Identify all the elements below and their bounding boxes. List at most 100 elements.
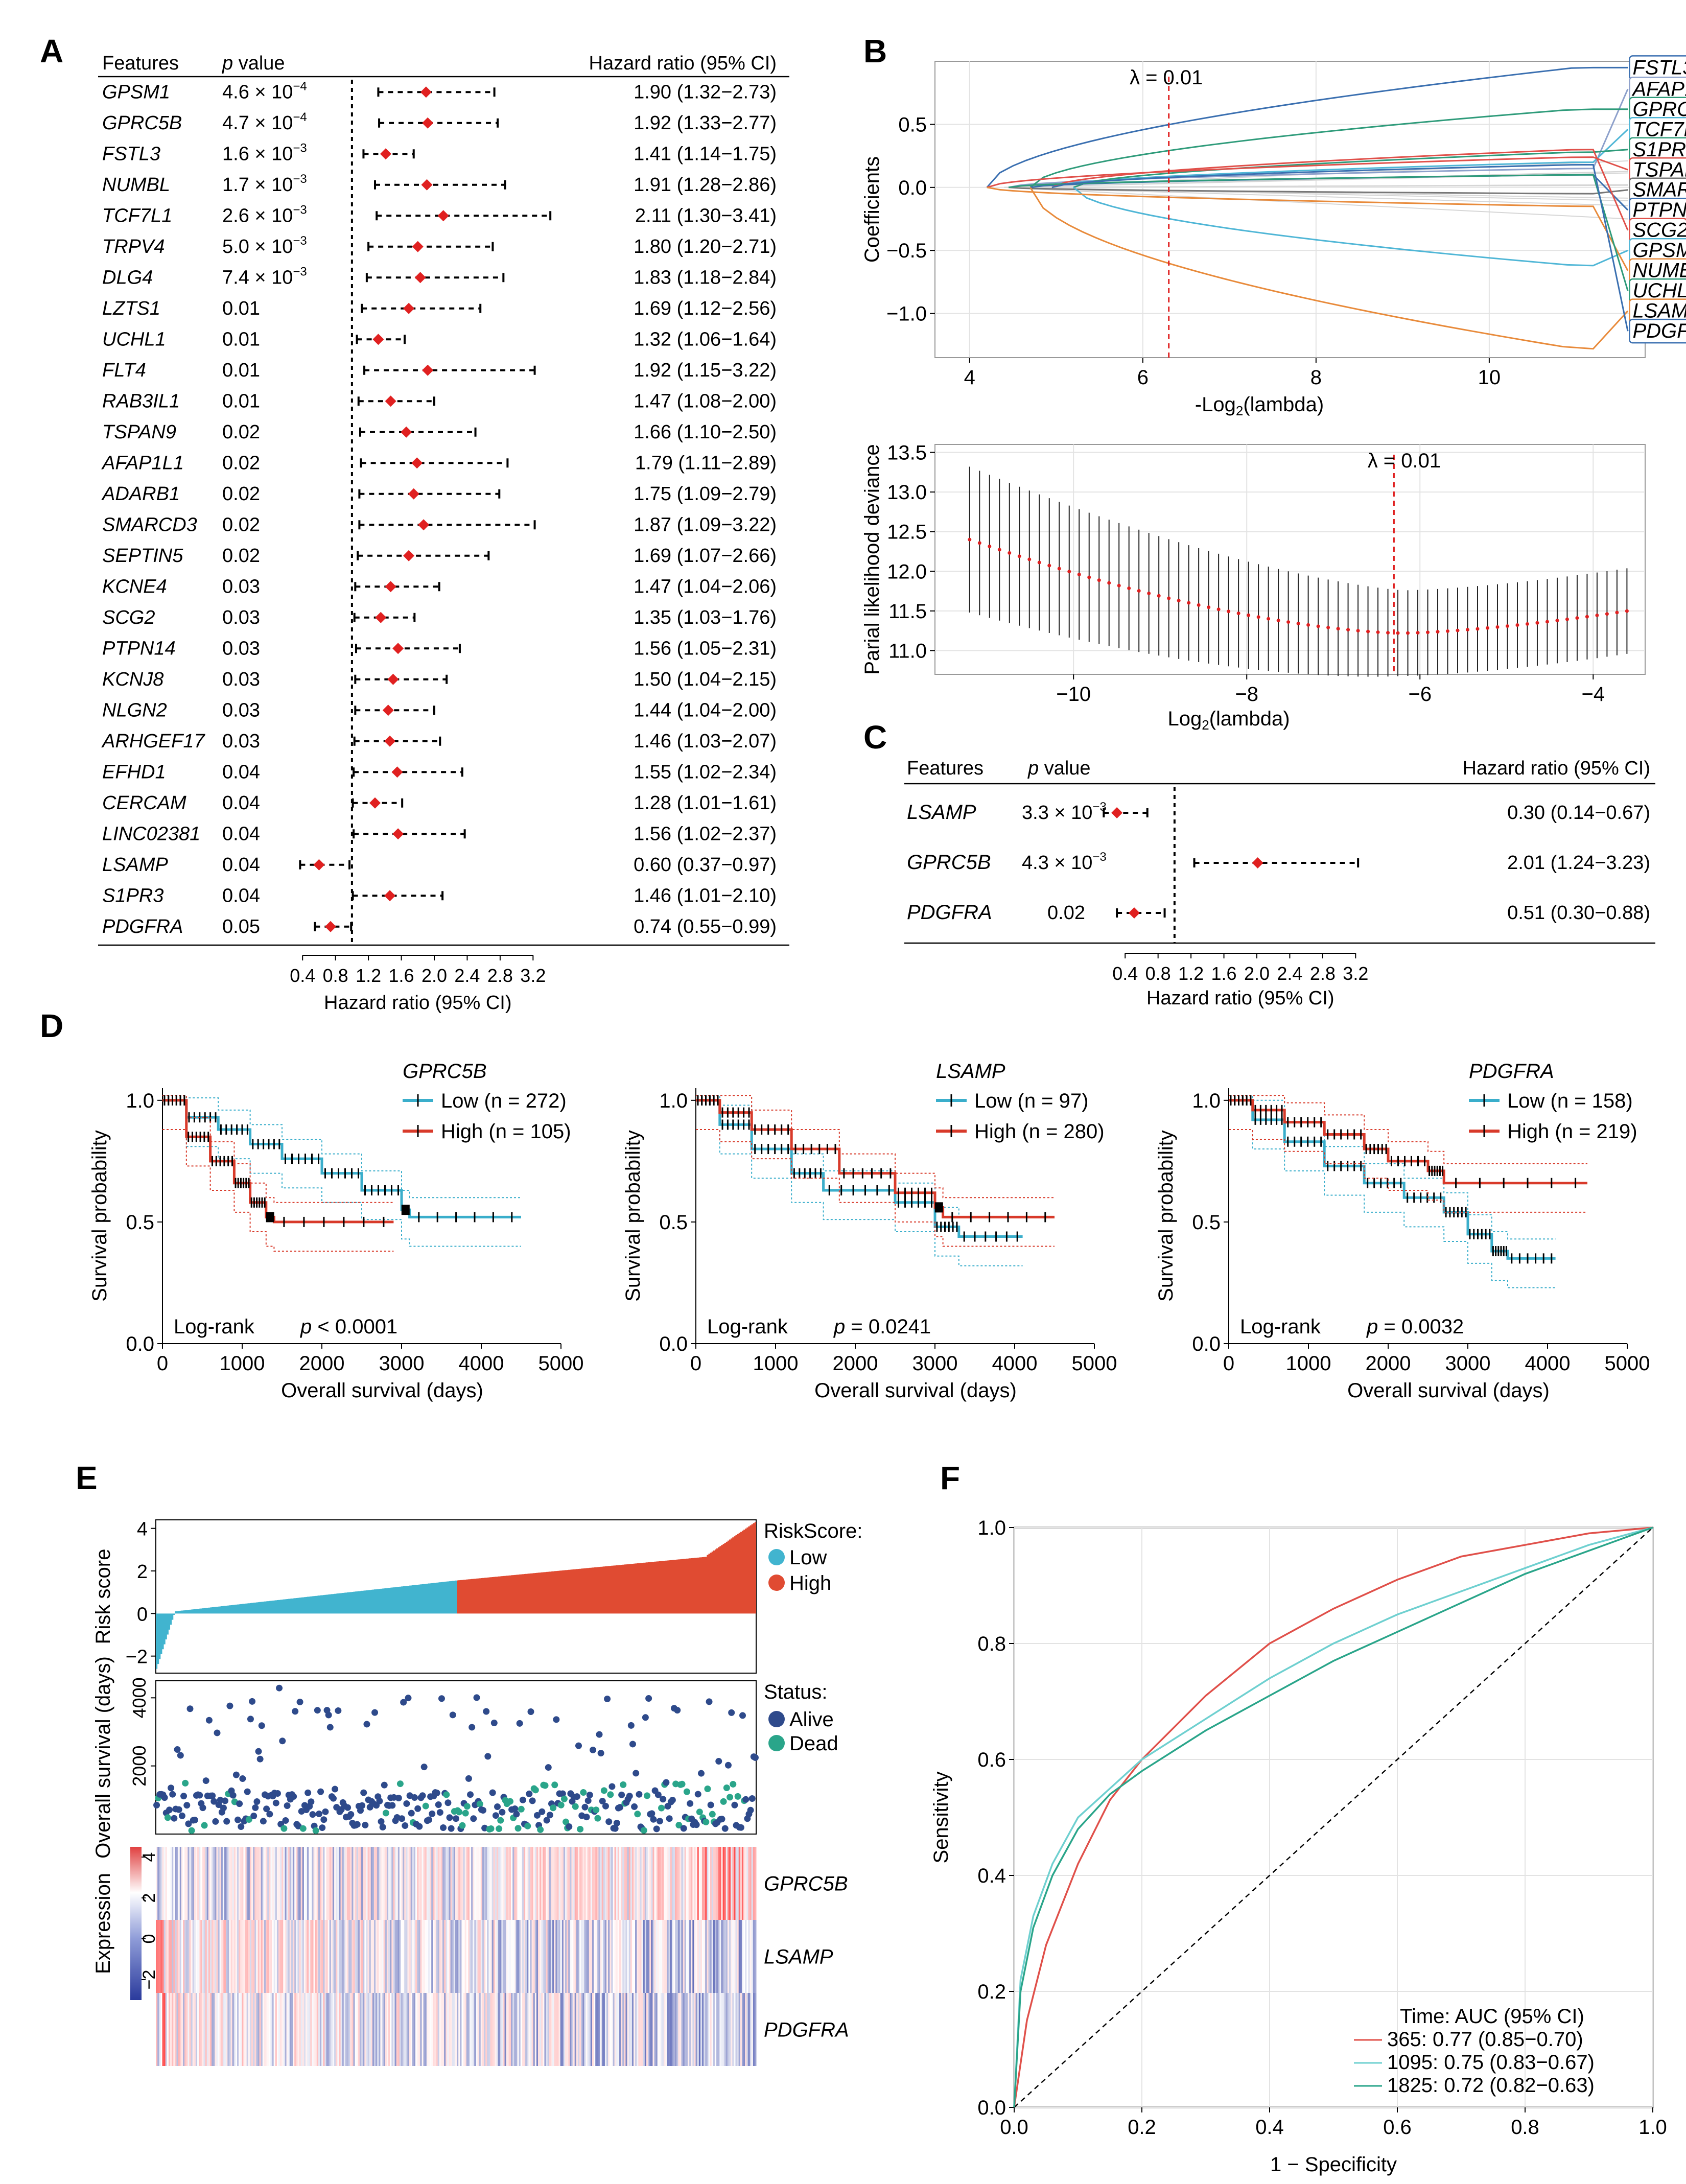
y-tick-label: 1.0 [126, 1090, 154, 1112]
heatmap-cell [215, 1920, 217, 1993]
heatmap-cell [561, 1993, 564, 2066]
heatmap-cell [251, 1847, 253, 1920]
heatmap-cell [681, 1847, 684, 1920]
heatmap-cell [694, 1920, 696, 1993]
hr-point [418, 519, 430, 531]
heatmap-cell [318, 1993, 320, 2066]
heatmap-cell [347, 1847, 349, 1920]
heatmap-cell [415, 1993, 417, 2066]
x-axis-label: Overall survival (days) [814, 1379, 1017, 1402]
heatmap-cell [224, 1993, 226, 2066]
heatmap-cell [396, 1847, 399, 1920]
heatmap-cell [595, 1920, 597, 1993]
status-alive-point [737, 1824, 744, 1831]
p-value: 0.02 [1047, 902, 1085, 924]
heatmap-cell [212, 1920, 214, 1993]
x-tick-label: 5000 [538, 1352, 584, 1375]
heatmap-cell [420, 1993, 422, 2066]
colorbar-tick-label: −2 [139, 1970, 159, 1990]
heatmap-cell [361, 1847, 363, 1920]
heatmap-cell [337, 1847, 339, 1920]
status-alive-point [648, 1810, 655, 1817]
heatmap-cell [474, 1847, 476, 1920]
heatmap-cell [273, 1993, 276, 2066]
hr-text: 1.56 (1.05−2.31) [634, 638, 777, 659]
heatmap-cell [431, 1920, 433, 1993]
p-value-exponent: −4 [293, 79, 307, 93]
y-tick-label: 1.0 [659, 1090, 688, 1112]
heatmap-cell [640, 1920, 642, 1993]
heatmap-cell [743, 1847, 745, 1920]
heatmap-cell [403, 1920, 405, 1993]
deviance-point [1087, 575, 1091, 579]
heatmap-cell [722, 1920, 725, 1993]
heatmap-cell [689, 1920, 691, 1993]
heatmap-cell [536, 1847, 538, 1920]
heatmap-cell [604, 1847, 607, 1920]
heatmap-cell [337, 1993, 339, 2066]
status-alive-point [308, 1798, 315, 1805]
heatmap-cell [202, 1920, 204, 1993]
heatmap-cell [186, 1993, 188, 2066]
heatmap-cell [307, 1847, 309, 1920]
gene-label: GPSM1 [102, 81, 170, 103]
heatmap-cell [307, 1993, 309, 2066]
hr-point [401, 426, 412, 438]
heatmap-cell [574, 1920, 577, 1993]
heatmap-cell [635, 1993, 637, 2066]
heatmap-cell [503, 1847, 505, 1920]
heatmap-cell [302, 1847, 305, 1920]
heatmap-cell [547, 1993, 550, 2066]
heatmap-cell [500, 1847, 502, 1920]
heatmap-cell [606, 1847, 608, 1920]
heatmap-cell [331, 1993, 333, 2066]
heatmap-cell [697, 1847, 699, 1920]
heatmap-cell [702, 1847, 704, 1920]
hr-text: 1.79 (1.11−2.89) [635, 452, 777, 474]
heatmap-cell [581, 1920, 583, 1993]
heatmap-cell [345, 1847, 347, 1920]
status-alive-point [440, 1824, 447, 1831]
heatmap-cell [285, 1847, 287, 1920]
heatmap-cell [563, 1847, 566, 1920]
heatmap-cell [184, 1847, 186, 1920]
status-alive-point [663, 1779, 670, 1786]
gene-tag: TSPAN9 [1632, 158, 1686, 181]
legend-label: 365: 0.77 (0.85−0.70) [1387, 2028, 1583, 2051]
status-alive-point [330, 1795, 337, 1802]
p-value-base: 0.02 [222, 452, 260, 474]
high-group-ci-upper [162, 1095, 394, 1203]
coefficient-path-minor [1004, 171, 1628, 188]
status-alive-point [436, 1809, 443, 1816]
heatmap-cell [450, 1847, 453, 1920]
gene-tag: UCHL1 [1632, 279, 1686, 302]
heatmap-cell [404, 1847, 406, 1920]
gene-label: LZTS1 [102, 298, 160, 319]
heatmap-cell [684, 1847, 687, 1920]
heatmap-cell [194, 1920, 196, 1993]
heatmap-cell [352, 1847, 354, 1920]
p-value-base: 4.3 × 10 [1022, 852, 1092, 874]
status-dead-point [640, 1827, 647, 1834]
status-alive-point [718, 1816, 725, 1823]
heatmap-cell [473, 1920, 475, 1993]
y-tick-label: −2 [126, 1647, 148, 1668]
heatmap-cell [491, 1847, 494, 1920]
x-tick-label: −10 [1056, 683, 1091, 706]
heatmap-cell [203, 1847, 206, 1920]
deviance-point [1177, 599, 1181, 603]
x-tick-label: 1.2 [1178, 963, 1204, 984]
heatmap-cell [528, 1993, 530, 2066]
deviance-point [1207, 605, 1211, 609]
status-alive-point [438, 1695, 445, 1702]
plot-frame [934, 444, 1646, 675]
heatmap-cell [321, 1920, 323, 1993]
hr-point [411, 457, 423, 469]
heatmap-cell [734, 1847, 736, 1920]
heatmap-cell [446, 1993, 448, 2066]
deviance-point [1336, 627, 1340, 631]
heatmap-cell [488, 1847, 491, 1920]
heatmap-cell [320, 1993, 322, 2066]
coefficient-path-minor [1004, 184, 1628, 188]
hr-text: 2.11 (1.30−3.41) [635, 205, 777, 226]
